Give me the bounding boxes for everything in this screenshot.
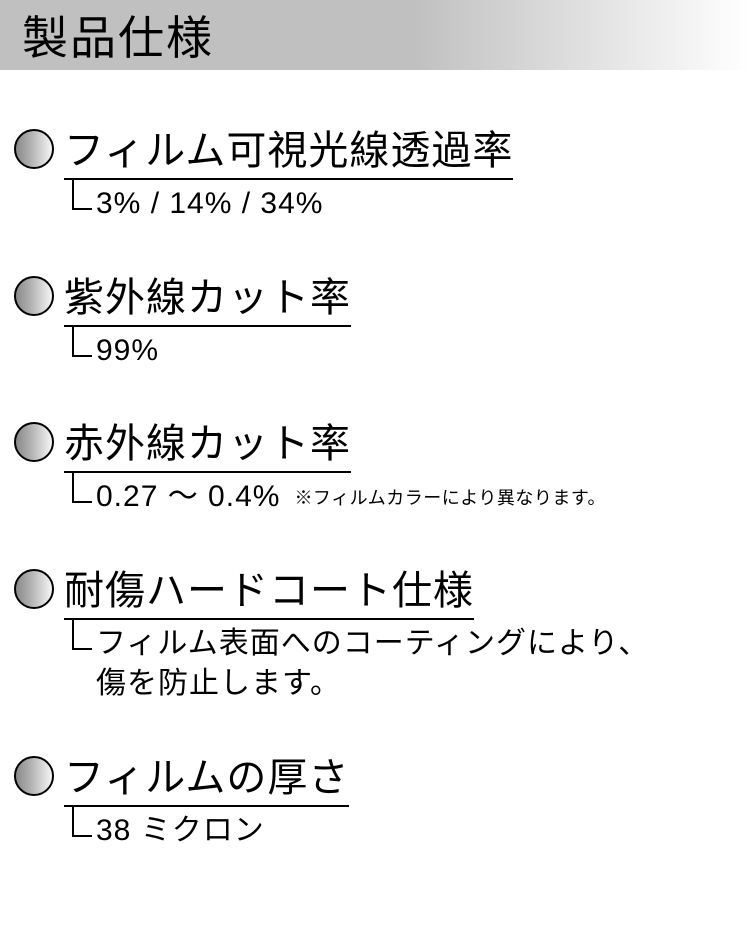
spec-value-row: 0.27 ～ 0.4% ※フィルムカラーにより異なります。	[72, 477, 750, 518]
spec-item: 紫外線カット率 99%	[14, 265, 750, 372]
spec-label: 紫外線カット率	[64, 265, 351, 327]
spec-value-row: 38 ミクロン	[72, 811, 750, 852]
bullet-icon	[14, 276, 54, 316]
bullet-icon	[14, 756, 54, 796]
elbow-icon	[72, 807, 92, 837]
spec-label: 赤外線カット率	[64, 411, 351, 473]
elbow-icon	[72, 180, 92, 210]
bullet-icon	[14, 129, 54, 169]
header-bar: 製品仕様	[0, 0, 750, 70]
spec-item: フィルム可視光線透過率 3% / 14% / 34%	[14, 118, 750, 225]
spec-value-row: フィルム表面へのコーティングにより、傷を防止します。	[72, 624, 750, 705]
spec-value: 3% / 14% / 34%	[96, 184, 323, 225]
spec-value-row: 99%	[72, 331, 750, 372]
spec-value: フィルム表面へのコーティングにより、傷を防止します。	[96, 624, 649, 705]
spec-row: 紫外線カット率	[14, 265, 750, 327]
spec-row: 赤外線カット率	[14, 411, 750, 473]
spec-value-row: 3% / 14% / 34%	[72, 184, 750, 225]
spec-label: フィルムの厚さ	[64, 745, 349, 807]
spec-item: 耐傷ハードコート仕様 フィルム表面へのコーティングにより、傷を防止します。	[14, 558, 750, 705]
spec-value: 99%	[96, 331, 159, 372]
elbow-icon	[72, 620, 92, 650]
bullet-icon	[14, 569, 54, 609]
spec-label: 耐傷ハードコート仕様	[64, 558, 474, 620]
spec-value: 38 ミクロン	[96, 811, 265, 852]
spec-row: フィルム可視光線透過率	[14, 118, 750, 180]
spec-value: 0.27 ～ 0.4%	[96, 477, 280, 518]
spec-item: 赤外線カット率 0.27 ～ 0.4% ※フィルムカラーにより異なります。	[14, 411, 750, 518]
elbow-icon	[72, 327, 92, 357]
spec-item: フィルムの厚さ 38 ミクロン	[14, 745, 750, 852]
bullet-icon	[14, 422, 54, 462]
spec-note: ※フィルムカラーにより異なります。	[294, 484, 606, 510]
page-title: 製品仕様	[22, 2, 214, 68]
elbow-icon	[72, 473, 92, 503]
spec-row: 耐傷ハードコート仕様	[14, 558, 750, 620]
spec-list: フィルム可視光線透過率 3% / 14% / 34% 紫外線カット率 99% 赤…	[0, 118, 750, 851]
spec-row: フィルムの厚さ	[14, 745, 750, 807]
spec-label: フィルム可視光線透過率	[64, 118, 513, 180]
